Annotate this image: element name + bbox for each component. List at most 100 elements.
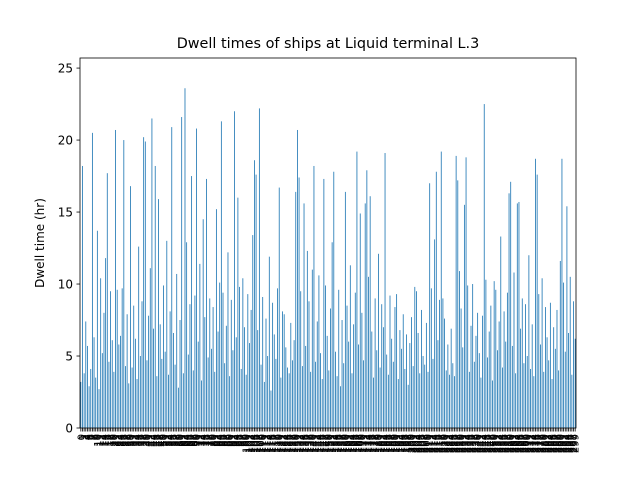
x-tick-label: 182: [377, 434, 388, 453]
x-tick-label: 150: [324, 434, 335, 453]
x-tick-label: 217: [435, 434, 446, 453]
x-tick-label: 20: [109, 434, 120, 447]
x-tick-label: 33: [131, 434, 142, 447]
x-tick-label: 223: [445, 434, 456, 453]
chart-title: Dwell times of ships at Liquid terminal …: [177, 36, 480, 52]
x-tick-label: 276: [533, 434, 544, 453]
bar: [416, 291, 417, 428]
x-tick-label: 219: [438, 434, 449, 453]
bar: [192, 370, 194, 428]
x-tick-label: 177: [369, 434, 380, 453]
bar: [184, 88, 186, 428]
bar: [404, 368, 406, 428]
x-tick-label: 209: [422, 434, 433, 453]
bar: [330, 308, 331, 428]
bar: [189, 304, 191, 428]
x-tick-label: 205: [415, 434, 426, 453]
bar: [396, 294, 398, 428]
bar: [263, 381, 265, 428]
x-tick-label: 266: [516, 434, 527, 453]
x-tick-label: 55: [167, 434, 178, 447]
bar: [480, 377, 482, 428]
x-tick-label: 136: [301, 434, 312, 453]
x-tick-label: 129: [290, 434, 301, 453]
x-tick-label: 190: [390, 434, 401, 453]
bar: [427, 371, 429, 428]
bar: [558, 370, 560, 428]
x-tick-label: 22: [113, 434, 124, 447]
x-tick-label: 43: [147, 434, 158, 447]
x-tick-label: 139: [306, 434, 317, 453]
bar: [564, 351, 566, 428]
bar: [535, 158, 536, 429]
bar: [98, 389, 100, 428]
bar: [363, 360, 364, 428]
bar: [272, 302, 274, 428]
x-tick-label: 210: [424, 434, 435, 453]
bar: [465, 157, 467, 429]
bar: [277, 288, 278, 428]
bar: [202, 219, 204, 428]
bar: [204, 317, 206, 428]
x-tick-label: 122: [278, 434, 289, 453]
x-tick-label: 244: [480, 434, 491, 453]
bar: [490, 305, 492, 428]
bar: [387, 374, 389, 428]
x-tick-label: 112: [262, 434, 273, 453]
x-tick-label: 99: [240, 434, 251, 447]
x-tick-label: 298: [569, 434, 580, 453]
x-tick-label: 160: [341, 434, 352, 453]
x-tick-label: 73: [197, 434, 208, 447]
x-tick-label: 16: [103, 434, 114, 447]
x-tick-label: 28: [123, 434, 134, 447]
x-tick-label: 197: [402, 434, 413, 453]
bar: [149, 268, 151, 428]
bar: [467, 285, 469, 428]
x-tick-label: 95: [233, 434, 244, 447]
bar: [90, 368, 92, 428]
bar: [485, 279, 487, 428]
bar: [108, 361, 110, 428]
bar: [301, 366, 303, 428]
bar: [106, 173, 108, 428]
bar: [235, 337, 237, 428]
bar: [181, 117, 183, 429]
x-tick-label: 253: [495, 434, 506, 453]
x-tick-label: 218: [437, 434, 448, 453]
x-tick-label: 127: [286, 434, 297, 453]
x-tick-label: 111: [260, 434, 271, 453]
y-tick-label: 15: [58, 206, 73, 220]
x-tick-label: 70: [192, 434, 203, 447]
bar: [209, 298, 211, 428]
bar: [245, 374, 247, 428]
x-tick-label: 212: [427, 434, 438, 453]
bar: [163, 285, 164, 428]
bar: [473, 361, 475, 428]
bar: [110, 291, 111, 428]
x-tick-label: 128: [288, 434, 299, 453]
bar: [227, 252, 229, 428]
bar: [571, 374, 573, 428]
x-tick-label: 145: [316, 434, 327, 453]
bar: [201, 380, 202, 428]
bar: [359, 213, 361, 428]
x-tick-label: 248: [486, 434, 497, 453]
bar: [151, 118, 153, 429]
x-tick-label: 285: [548, 434, 559, 453]
x-tick-label: 51: [161, 434, 172, 447]
bar: [262, 296, 264, 428]
bar: [311, 269, 313, 428]
x-tick-label: 5: [85, 434, 96, 440]
x-tick-label: 13: [98, 434, 109, 447]
bar: [432, 358, 434, 428]
bar: [103, 312, 105, 428]
x-tick-label: 133: [296, 434, 307, 453]
x-tick-label: 267: [518, 434, 529, 453]
bar: [407, 384, 409, 428]
x-tick-label: 264: [513, 434, 524, 453]
bar: [197, 341, 199, 428]
bar: [156, 376, 158, 428]
x-tick-label: 6: [86, 434, 97, 440]
bar: [492, 380, 493, 428]
x-tick-label: 92: [228, 434, 239, 447]
